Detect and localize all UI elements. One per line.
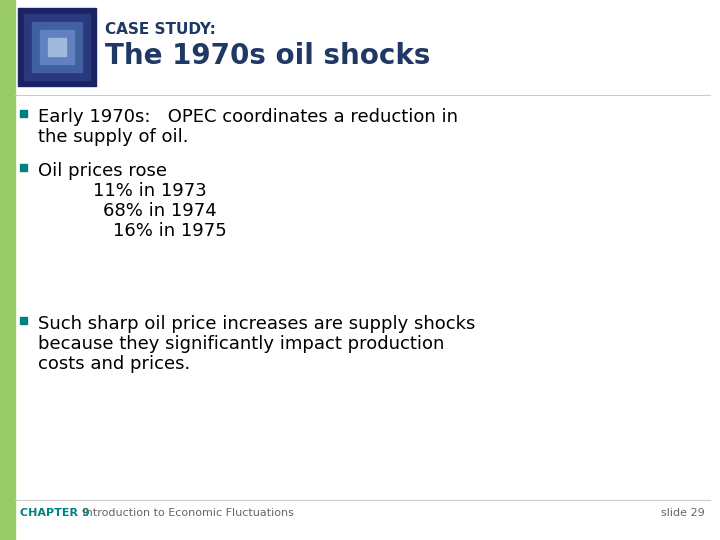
Bar — [0, 0, 15, 540]
Text: slide 29: slide 29 — [661, 508, 705, 518]
Bar — [20, 317, 27, 324]
Bar — [32, 22, 82, 72]
Text: 11% in 1973: 11% in 1973 — [93, 182, 207, 200]
Bar — [20, 164, 27, 171]
Bar — [18, 8, 96, 86]
Text: CASE STUDY:: CASE STUDY: — [105, 22, 216, 37]
Text: 16% in 1975: 16% in 1975 — [113, 222, 227, 240]
Bar — [40, 30, 74, 64]
Text: the supply of oil.: the supply of oil. — [38, 128, 189, 146]
Text: 68% in 1974: 68% in 1974 — [103, 202, 217, 220]
Text: Oil prices rose: Oil prices rose — [38, 162, 167, 180]
Text: The 1970s oil shocks: The 1970s oil shocks — [105, 42, 431, 70]
Bar — [20, 110, 27, 117]
Text: Introduction to Economic Fluctuations: Introduction to Economic Fluctuations — [72, 508, 294, 518]
Text: costs and prices.: costs and prices. — [38, 355, 190, 373]
Bar — [48, 38, 66, 56]
Bar — [24, 14, 90, 80]
Text: Early 1970s:   OPEC coordinates a reduction in: Early 1970s: OPEC coordinates a reductio… — [38, 108, 458, 126]
Text: because they significantly impact production: because they significantly impact produc… — [38, 335, 444, 353]
Text: Such sharp oil price increases are supply shocks: Such sharp oil price increases are suppl… — [38, 315, 475, 333]
Text: CHAPTER 9: CHAPTER 9 — [20, 508, 90, 518]
